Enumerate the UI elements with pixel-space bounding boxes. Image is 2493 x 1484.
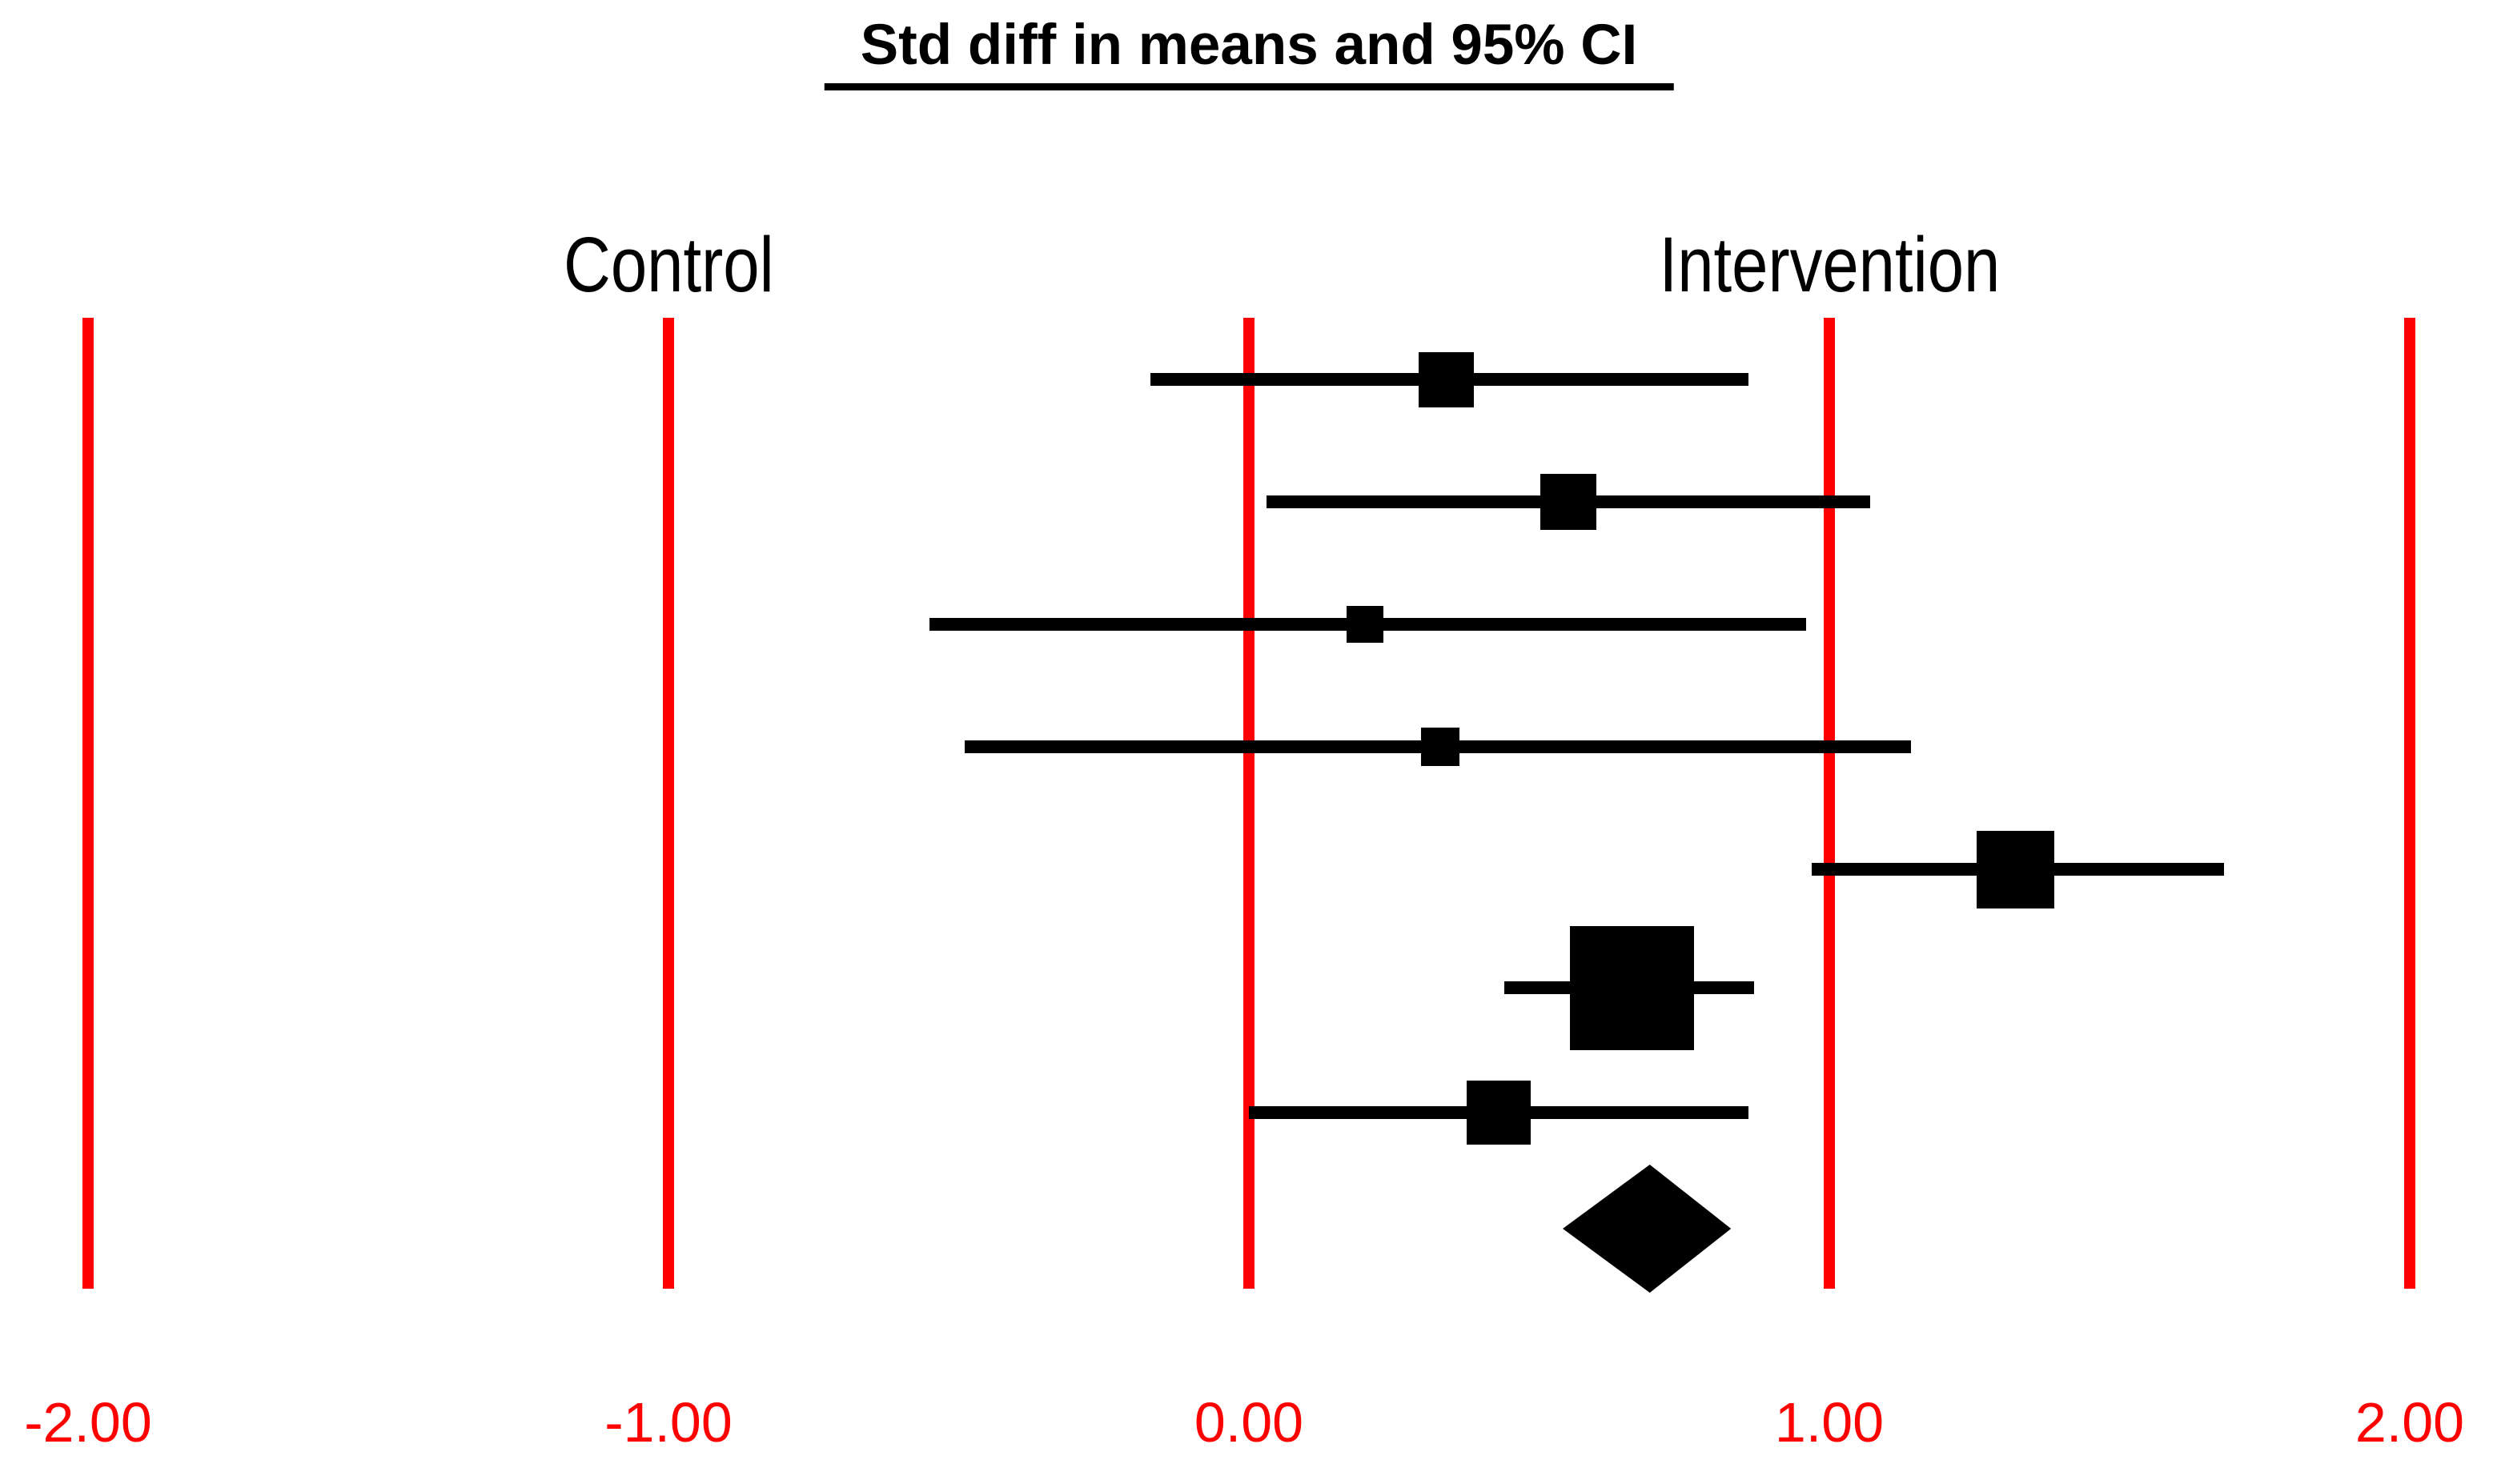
axis-tick-label-0.00: 0.00 [1194,1391,1304,1454]
study-4-point-estimate-marker [1421,728,1460,766]
gridline-2 [2404,318,2415,1289]
study-3-point-estimate-marker [1347,606,1383,643]
control-column-label-text: Control [563,221,774,308]
pooled-diamond-shape [1562,1165,1731,1293]
gridline-1 [1824,318,1835,1289]
study-2-point-estimate-marker [1540,474,1596,530]
gridline--1 [663,318,674,1289]
gridline--2 [82,318,94,1289]
intervention-column-label-text: Intervention [1659,221,2000,308]
gridline-0 [1243,318,1255,1289]
study-5-point-estimate-marker [1976,830,2054,908]
axis-tick-label--1.00: -1.00 [604,1391,733,1454]
intervention-column-label: Intervention [1469,226,2190,303]
chart-title: Std diff in means and 95% CI [824,13,1674,90]
pooled-diamond [1562,1165,1731,1293]
axis-tick-label-2.00: 2.00 [2354,1391,2465,1454]
axis-tick-label--2.00: -2.00 [24,1391,152,1454]
study-1-point-estimate-marker [1419,351,1474,407]
study-6-point-estimate-marker [1570,925,1694,1050]
axis-tick-label-1.00: 1.00 [1774,1391,1885,1454]
study-7-point-estimate-marker [1466,1081,1531,1145]
control-column-label: Control [308,226,1029,303]
